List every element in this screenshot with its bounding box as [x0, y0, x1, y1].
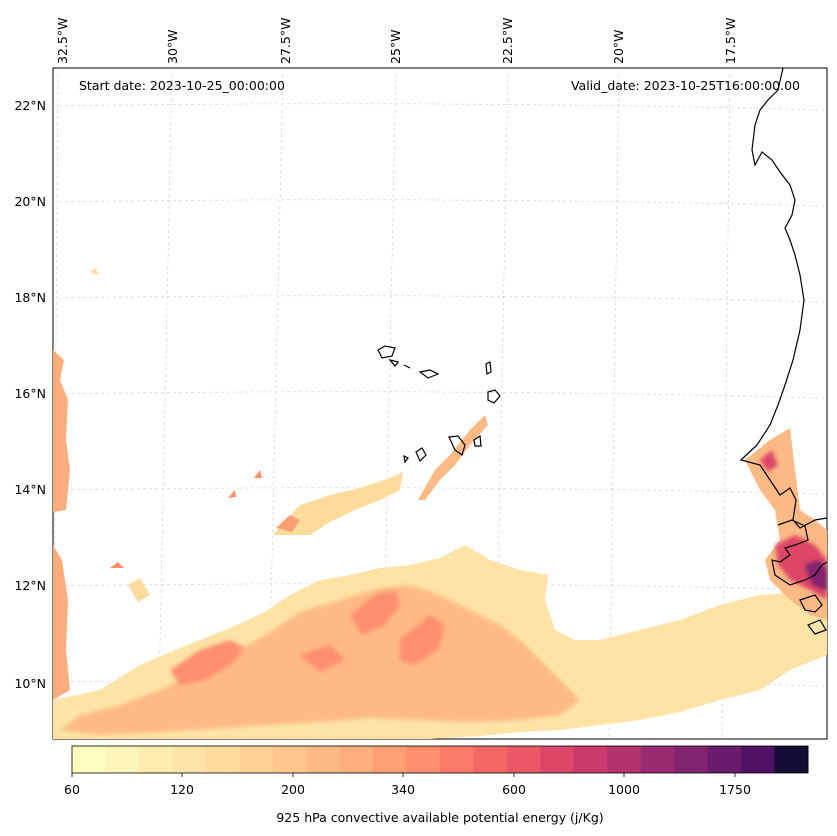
colorbar-cell — [440, 746, 474, 773]
colorbar-tick-label: 1000 — [608, 782, 640, 797]
colorbar-cell — [239, 746, 274, 773]
colorbar-tick-label: 340 — [391, 782, 415, 797]
colorbar-cell — [674, 746, 709, 773]
valid-date-label: Valid_date: 2023-10-25T16:00:00.00 — [571, 78, 800, 93]
cape-region-south-max — [170, 590, 445, 685]
latitude-labels: 22°N 20°N 18°N 16°N 14°N 12°N 10°N — [14, 98, 46, 691]
colorbar-cell — [306, 746, 341, 773]
colorbar-cell — [339, 746, 374, 773]
colorbar-cell — [707, 746, 742, 773]
cape-region-coast-max — [805, 560, 827, 590]
colorbar-tick-label: 60 — [64, 782, 80, 797]
lat-label: 10°N — [14, 676, 46, 691]
cape-region-coast-core — [760, 450, 827, 600]
lon-label: 25°W — [388, 29, 403, 64]
cape-contours — [53, 268, 827, 739]
start-date-label: Start date: 2023-10-25_00:00:00 — [79, 78, 285, 93]
colorbar-cell — [473, 746, 508, 773]
colorbar-cell — [105, 746, 140, 773]
lon-label: 20°W — [611, 29, 626, 64]
colorbar-cell — [172, 746, 207, 773]
colorbar-tick-label: 120 — [170, 782, 194, 797]
cape-region-central-core — [276, 515, 300, 532]
cape-region-west-edge — [53, 350, 70, 700]
colorbar-cell — [774, 746, 809, 773]
lat-label: 20°N — [14, 194, 46, 209]
colorbar-cell — [640, 746, 675, 773]
colorbar-cells — [72, 746, 809, 773]
lon-label: 32.5°W — [55, 18, 70, 64]
colorbar-ticks — [71, 773, 736, 777]
colorbar-tick-label: 600 — [502, 782, 526, 797]
lat-label: 12°N — [14, 578, 46, 593]
lon-label: 30°W — [165, 29, 180, 64]
colorbar-title: 925 hPa convective available potential e… — [276, 810, 603, 825]
colorbar-cell — [373, 746, 408, 773]
colorbar-cell — [72, 746, 106, 773]
lon-label: 22.5°W — [500, 18, 515, 64]
colorbar-frame — [71, 745, 809, 774]
colorbar-cell — [406, 746, 441, 773]
colorbar-tick-label: 200 — [281, 782, 305, 797]
lon-label: 27.5°W — [278, 18, 293, 64]
colorbar-tick-label: 1750 — [719, 782, 751, 797]
lon-label: 17.5°W — [723, 18, 738, 64]
coastlines — [377, 68, 827, 635]
colorbar: 60 120 200 340 600 1000 1750 925 hPa con… — [64, 745, 809, 825]
lat-label: 18°N — [14, 290, 46, 305]
colorbar-cell — [573, 746, 608, 773]
colorbar-cell — [138, 746, 173, 773]
lat-label: 22°N — [14, 98, 46, 113]
colorbar-cell — [272, 746, 307, 773]
lat-label: 14°N — [14, 482, 46, 497]
longitude-labels: 32.5°W 30°W 27.5°W 25°W 22.5°W 20°W 17.5… — [55, 18, 738, 64]
colorbar-cell — [506, 746, 541, 773]
colorbar-cell — [607, 746, 642, 773]
cape-region-island-band — [418, 415, 488, 500]
colorbar-cell — [205, 746, 240, 773]
colorbar-cell — [540, 746, 575, 773]
lat-label: 16°N — [14, 386, 46, 401]
colorbar-cell — [741, 746, 776, 773]
cape-region-central-band — [273, 472, 403, 535]
